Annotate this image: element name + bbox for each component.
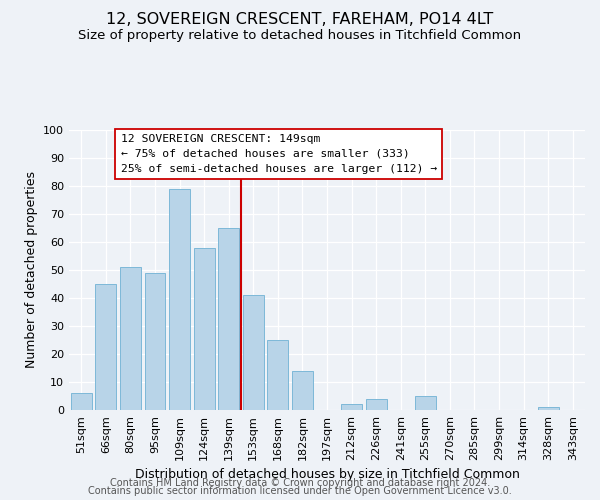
Bar <box>145 273 166 410</box>
Text: Contains HM Land Registry data © Crown copyright and database right 2024.: Contains HM Land Registry data © Crown c… <box>110 478 490 488</box>
Bar <box>538 407 559 410</box>
Bar <box>365 399 386 410</box>
Bar <box>120 267 141 410</box>
Text: Contains public sector information licensed under the Open Government Licence v3: Contains public sector information licen… <box>88 486 512 496</box>
Bar <box>268 340 289 410</box>
Bar <box>415 396 436 410</box>
Text: 12, SOVEREIGN CRESCENT, FAREHAM, PO14 4LT: 12, SOVEREIGN CRESCENT, FAREHAM, PO14 4L… <box>106 12 494 28</box>
Text: Size of property relative to detached houses in Titchfield Common: Size of property relative to detached ho… <box>79 29 521 42</box>
Bar <box>194 248 215 410</box>
X-axis label: Distribution of detached houses by size in Titchfield Common: Distribution of detached houses by size … <box>134 468 520 481</box>
Bar <box>95 284 116 410</box>
Bar <box>71 393 92 410</box>
Bar <box>243 295 264 410</box>
Text: 12 SOVEREIGN CRESCENT: 149sqm
← 75% of detached houses are smaller (333)
25% of : 12 SOVEREIGN CRESCENT: 149sqm ← 75% of d… <box>121 134 437 174</box>
Bar <box>341 404 362 410</box>
Bar <box>292 371 313 410</box>
Bar <box>169 189 190 410</box>
Bar <box>218 228 239 410</box>
Y-axis label: Number of detached properties: Number of detached properties <box>25 172 38 368</box>
